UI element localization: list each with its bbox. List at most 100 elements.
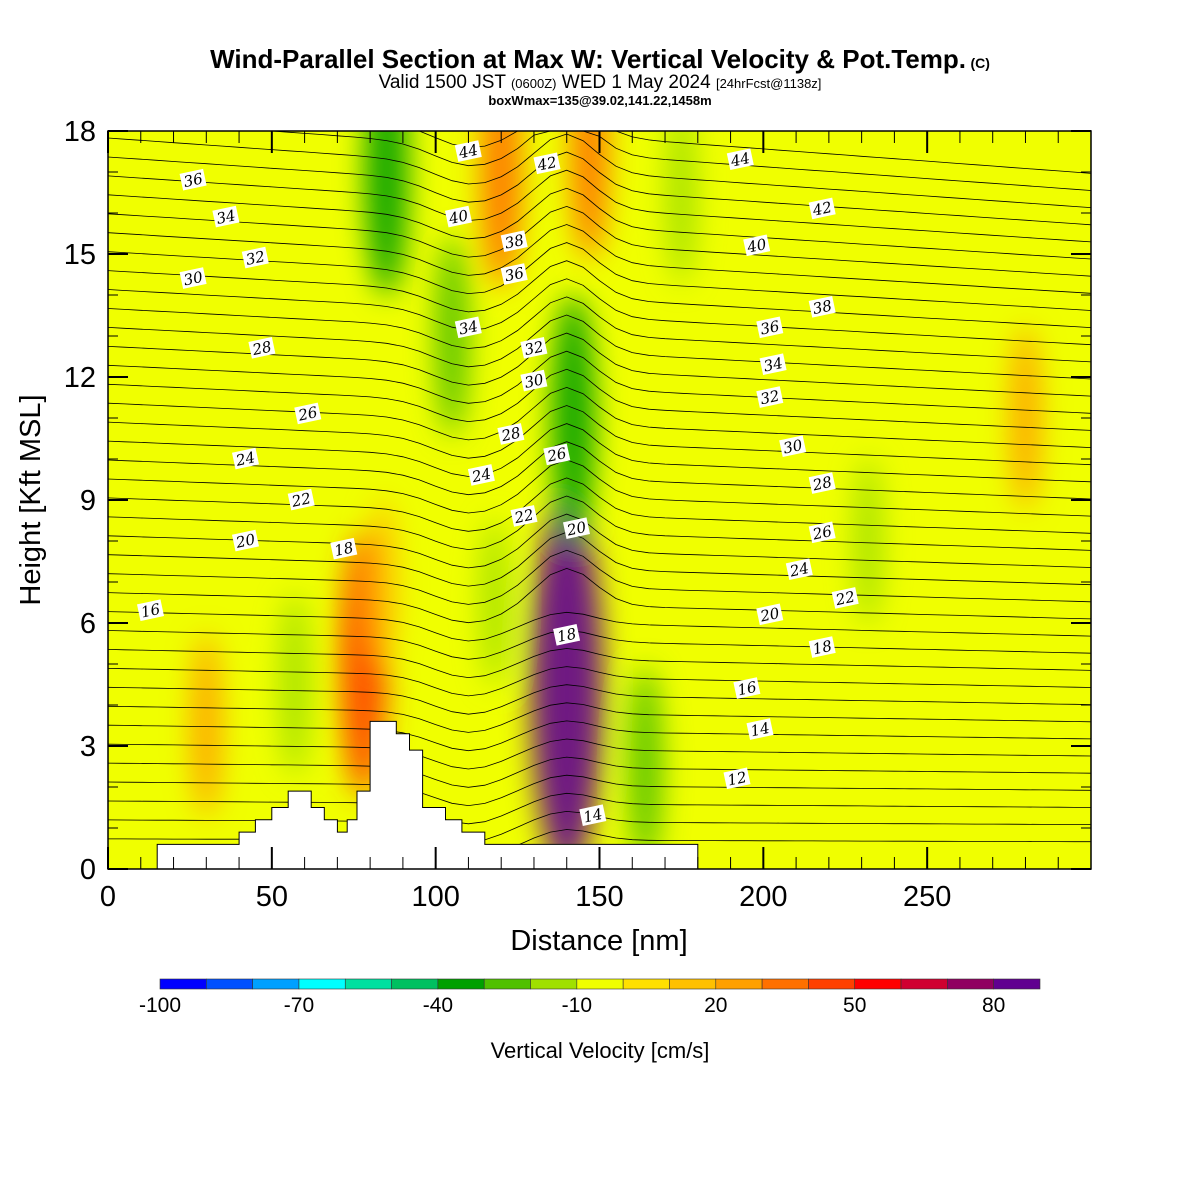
- contour-label-text: 20: [564, 518, 588, 540]
- contour-label-box: [500, 263, 528, 285]
- contour-label-text: 22: [512, 506, 535, 528]
- colorbar-tick-label: 80: [982, 994, 1005, 1017]
- theta-contour: [108, 459, 1091, 517]
- contour-label: 34: [212, 205, 240, 228]
- contour-label-box: [759, 353, 787, 376]
- contour-label-box: [831, 587, 859, 609]
- x-axis-label: Distance [nm]: [510, 925, 687, 957]
- contour-label: 40: [743, 234, 771, 257]
- theta-contour: [108, 477, 1091, 534]
- contour-label: 36: [179, 168, 207, 191]
- theta-contour: [108, 648, 1091, 679]
- theta-contour: [108, 611, 1091, 642]
- contour-label: 38: [500, 230, 528, 253]
- w-cell: [571, 131, 609, 260]
- contour-label: 30: [179, 267, 207, 290]
- contour-label-box: [543, 443, 571, 466]
- chart-box-max-line: boxWmax=135@39.02,141.22,1458m: [488, 93, 712, 108]
- w-cell: [854, 457, 883, 625]
- theta-contour: [108, 205, 1091, 277]
- contour-label: 18: [553, 624, 581, 646]
- w-cell: [551, 294, 596, 542]
- theta-contour: [108, 567, 1091, 624]
- contour-label-text: 36: [503, 264, 526, 286]
- theta-contour: [108, 684, 1091, 715]
- contour-label-text: 40: [745, 235, 769, 257]
- y-tick-label: 9: [80, 485, 96, 517]
- x-tick-label: 150: [575, 881, 623, 913]
- theta-contour: [108, 738, 1091, 770]
- colorbar-swatch: [993, 978, 1041, 990]
- contour-label-text: 22: [289, 489, 312, 511]
- w-cell: [480, 518, 509, 687]
- colorbar-swatch: [947, 978, 994, 990]
- contour-label: 36: [756, 316, 784, 339]
- contour-label: 12: [723, 767, 751, 790]
- contour-label-text: 24: [233, 448, 256, 470]
- contour-label: 42: [533, 152, 561, 175]
- theta-contour: [108, 405, 1091, 466]
- contour-label-text: 34: [457, 317, 479, 339]
- y-tick-label: 6: [80, 608, 96, 640]
- contour-label-box: [212, 205, 240, 228]
- theta-contour: [108, 531, 1091, 587]
- contour-label-box: [497, 423, 525, 445]
- contour-label-text: 26: [810, 522, 834, 544]
- contour-label: 22: [831, 587, 859, 609]
- contour-label-box: [808, 472, 836, 494]
- w-cell: [435, 236, 469, 436]
- contour-label-box: [179, 267, 207, 289]
- contour-label-box: [467, 464, 495, 486]
- colorbar-swatch: [206, 978, 253, 990]
- contour-label: 14: [579, 804, 607, 826]
- colorbar-swatch: [715, 978, 763, 990]
- contour-label-text: 42: [810, 198, 833, 220]
- theta-contour: [108, 666, 1091, 697]
- contour-label-box: [520, 337, 548, 359]
- contour-label-text: 16: [736, 678, 759, 700]
- theta-contour: [108, 702, 1091, 733]
- contour-label-box: [294, 402, 322, 425]
- y-tick-label: 15: [64, 239, 96, 271]
- colorbar-tick-label: -70: [284, 994, 314, 1017]
- contour-label-text: 30: [782, 436, 805, 458]
- y-tick-label: 18: [64, 116, 96, 148]
- contour-label-text: 38: [503, 231, 525, 253]
- contour-label: 32: [520, 337, 548, 359]
- colorbar-tick-label: -40: [423, 994, 453, 1017]
- contour-label-box: [179, 168, 207, 191]
- contour-label: 16: [733, 677, 761, 700]
- w-cell: [480, 131, 522, 288]
- theta-contour: [108, 549, 1091, 605]
- contour-label-box: [500, 230, 528, 253]
- contour-label-text: 30: [182, 268, 205, 290]
- contour-label: 16: [136, 599, 165, 621]
- contour-label: 30: [520, 369, 548, 392]
- contour-label-text: 28: [810, 473, 833, 495]
- y-axis-label: Height [Kft MSL]: [15, 394, 47, 605]
- contour-label-box: [454, 316, 482, 339]
- contour-label-text: 26: [296, 403, 320, 425]
- x-tick-label: 0: [100, 881, 116, 913]
- theta-contour: [108, 513, 1091, 569]
- theta-contour: [108, 242, 1091, 311]
- contour-label-text: 32: [759, 387, 781, 409]
- theta-contour: [108, 629, 1091, 660]
- contour-label-text: 12: [726, 768, 748, 790]
- colorbar-swatch: [483, 978, 531, 990]
- contour-label-box: [248, 337, 276, 359]
- contour-label: 26: [543, 443, 571, 466]
- contour-label-text: 34: [215, 206, 237, 228]
- x-axis-ticks: 0 50 100 150 200 250: [100, 131, 951, 913]
- theta-contour: [108, 368, 1091, 431]
- chart-title-mark: (C): [970, 55, 990, 71]
- contour-label-box: [808, 197, 836, 220]
- contour-label-box: [454, 140, 482, 162]
- contour-label-box: [733, 677, 761, 699]
- contour-label: 28: [808, 472, 836, 495]
- contour-label-text: 28: [250, 338, 273, 360]
- theta-contour: [108, 131, 1091, 174]
- contour-label-text: 42: [535, 153, 558, 175]
- contour-label-box: [756, 316, 784, 339]
